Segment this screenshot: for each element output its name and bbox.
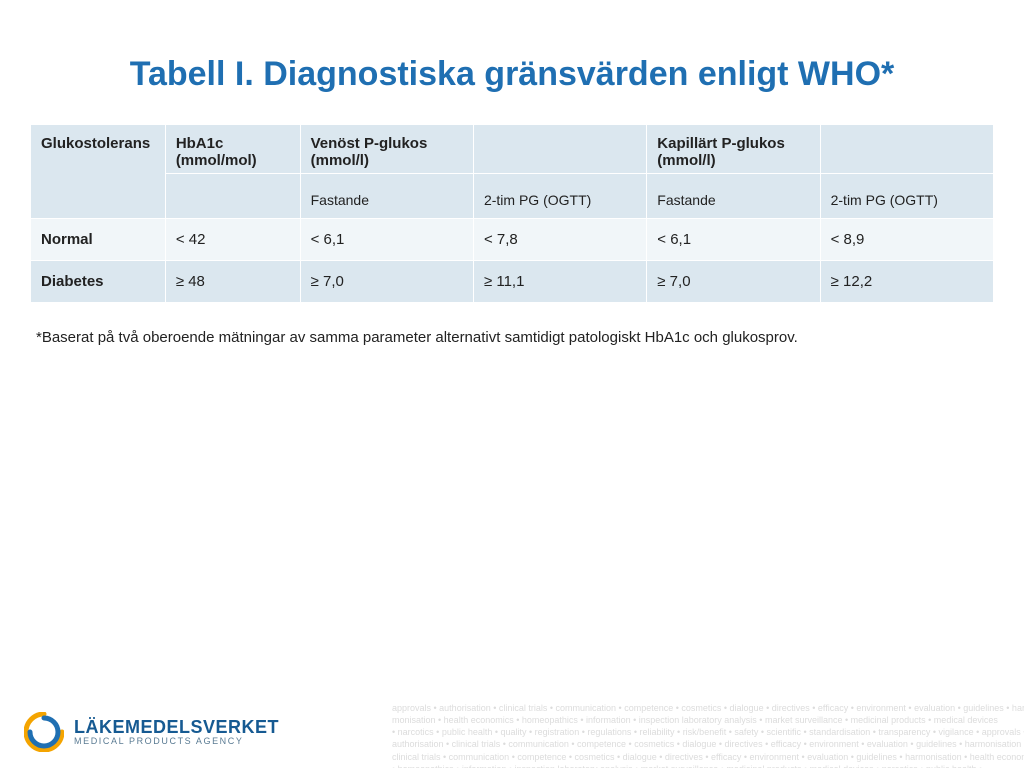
table-row: Normal < 42 < 6,1 < 7,8 < 6,1 < 8,9 (31, 219, 994, 261)
watermark-line: approvals • authorisation • clinical tri… (392, 702, 1016, 714)
sub-kap-fastande: Fastande (647, 174, 820, 219)
col-kapillart: Kapillärt P-glukos (mmol/l) (647, 125, 820, 174)
cell: < 6,1 (300, 219, 473, 261)
col-venost: Venöst P-glukos (mmol/l) (300, 125, 473, 174)
table-container: Glukostolerans HbA1c (mmol/mol) Venöst P… (30, 124, 994, 303)
agency-subtitle: MEDICAL PRODUCTS AGENCY (74, 737, 279, 746)
table-row: Diabetes ≥ 48 ≥ 7,0 ≥ 11,1 ≥ 7,0 ≥ 12,2 (31, 261, 994, 303)
col-hba1c-unit: (mmol/mol) (176, 152, 290, 169)
footnote: *Baserat på två oberoende mätningar av s… (36, 329, 988, 346)
row-label: Normal (31, 219, 166, 261)
footer: LÄKEMEDELSVERKET MEDICAL PRODUCTS AGENCY… (0, 696, 1024, 768)
cell: < 42 (165, 219, 300, 261)
agency-name: LÄKEMEDELSVERKET (74, 718, 279, 737)
slide: Tabell I. Diagnostiska gränsvärden enlig… (0, 0, 1024, 768)
cell: ≥ 7,0 (647, 261, 820, 303)
watermark-line: monisation • health economics • homeopat… (392, 714, 1016, 726)
watermark-line: • narcotics • public health • quality • … (392, 726, 1016, 738)
cell: < 7,8 (473, 219, 646, 261)
page-title: Tabell I. Diagnostiska gränsvärden enlig… (0, 0, 1024, 114)
row-label: Diabetes (31, 261, 166, 303)
col-kapillart-label: Kapillärt P-glukos (657, 135, 785, 152)
watermark-line: authorisation • clinical trials • commun… (392, 738, 1016, 750)
table-header-row-1: Glukostolerans HbA1c (mmol/mol) Venöst P… (31, 125, 994, 174)
swirl-icon (24, 712, 64, 752)
col-kapillart-spacer (820, 125, 993, 174)
diagnostic-table: Glukostolerans HbA1c (mmol/mol) Venöst P… (30, 124, 994, 303)
watermark-text: approvals • authorisation • clinical tri… (384, 696, 1024, 768)
sub-venost-ogtt: 2-tim PG (OGTT) (473, 174, 646, 219)
cell: < 8,9 (820, 219, 993, 261)
agency-logo-text: LÄKEMEDELSVERKET MEDICAL PRODUCTS AGENCY (74, 718, 279, 746)
cell: ≥ 48 (165, 261, 300, 303)
col-hba1c: HbA1c (mmol/mol) (165, 125, 300, 174)
cell: < 6,1 (647, 219, 820, 261)
col-hba1c-label: HbA1c (176, 135, 224, 152)
col-glukostolerans: Glukostolerans (31, 125, 166, 219)
sub-venost-fastande: Fastande (300, 174, 473, 219)
col-venost-label: Venöst P-glukos (311, 135, 428, 152)
col-kapillart-unit: (mmol/l) (657, 152, 809, 169)
sub-kap-ogtt: 2-tim PG (OGTT) (820, 174, 993, 219)
col-venost-spacer (473, 125, 646, 174)
watermark-line: clinical trials • communication • compet… (392, 751, 1016, 763)
table-header-row-2: Fastande 2-tim PG (OGTT) Fastande 2-tim … (31, 174, 994, 219)
agency-logo: LÄKEMEDELSVERKET MEDICAL PRODUCTS AGENCY (0, 712, 279, 752)
cell: ≥ 7,0 (300, 261, 473, 303)
watermark-line: • homeopathics • information • inspectio… (392, 763, 1016, 768)
cell: ≥ 12,2 (820, 261, 993, 303)
col-venost-unit: (mmol/l) (311, 152, 463, 169)
cell: ≥ 11,1 (473, 261, 646, 303)
sub-hba1c (165, 174, 300, 219)
